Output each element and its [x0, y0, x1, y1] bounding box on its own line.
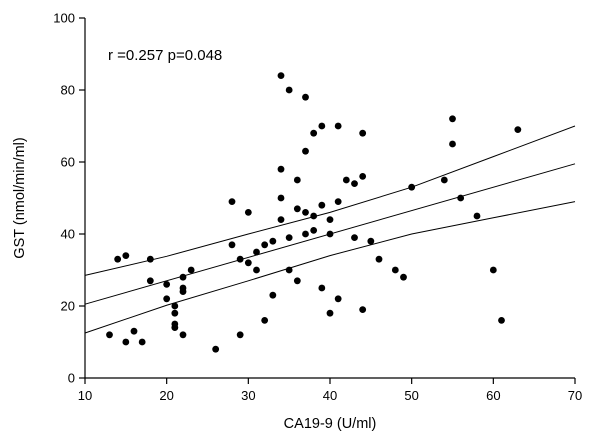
data-point: [302, 147, 309, 155]
data-point: [146, 277, 154, 285]
axes-layer: 10 20 30 40 50 60 70 0 20 40 60 80 100: [53, 11, 582, 404]
data-point: [171, 324, 179, 331]
data-point: [236, 331, 244, 339]
data-point: [342, 176, 350, 184]
data-point: [179, 331, 187, 339]
x-tick-label: 20: [159, 388, 173, 403]
data-point: [253, 266, 260, 274]
y-tick-label: 40: [61, 227, 75, 242]
data-point: [326, 216, 334, 224]
data-point: [171, 309, 179, 317]
x-axis-title: CA19-9 (U/ml): [284, 416, 377, 432]
data-point: [351, 180, 358, 188]
regression-lines-layer: [84, 125, 576, 334]
data-point: [318, 122, 326, 130]
data-point: [285, 234, 293, 242]
data-point: [106, 331, 113, 339]
data-point: [359, 173, 367, 180]
data-point: [293, 205, 301, 213]
x-tick-label: 10: [78, 388, 92, 403]
confidence-upper-line: [84, 125, 576, 276]
data-point: [449, 115, 456, 123]
data-point: [285, 86, 293, 94]
y-tick-label: 0: [68, 371, 75, 386]
data-point: [326, 230, 334, 238]
data-point: [244, 259, 252, 267]
data-point: [302, 93, 309, 101]
data-point: [122, 252, 130, 259]
data-point: [334, 122, 342, 130]
data-point: [400, 273, 407, 281]
data-point: [514, 126, 522, 133]
data-point: [179, 273, 187, 281]
data-point: [138, 338, 146, 346]
data-point: [171, 302, 179, 310]
data-point: [457, 194, 465, 202]
data-point: [351, 234, 358, 242]
data-point: [269, 291, 277, 299]
data-point: [489, 266, 497, 274]
scatter-points-layer: [106, 72, 522, 353]
data-point: [277, 194, 285, 202]
data-point: [375, 255, 383, 263]
data-point: [261, 317, 269, 324]
data-point: [122, 338, 130, 346]
x-tick-label: 70: [568, 388, 582, 403]
data-point: [212, 345, 220, 353]
data-point: [408, 183, 416, 191]
data-point: [277, 216, 285, 224]
y-tick-label: 100: [53, 11, 75, 26]
data-point: [187, 266, 195, 274]
data-point: [473, 212, 481, 220]
data-point: [277, 165, 285, 173]
data-point: [302, 209, 309, 216]
correlation-annotation: r =0.257 p=0.048: [108, 47, 222, 64]
data-point: [449, 140, 456, 148]
data-point: [253, 248, 260, 256]
data-point: [367, 237, 375, 245]
data-point: [326, 309, 334, 317]
y-tick-label: 80: [61, 83, 75, 98]
y-tick-label: 20: [61, 299, 75, 314]
data-point: [302, 230, 309, 238]
data-point: [310, 212, 318, 220]
data-point: [277, 72, 285, 79]
data-point: [498, 317, 505, 324]
data-point: [163, 281, 171, 288]
data-point: [318, 201, 326, 209]
data-point: [261, 241, 269, 249]
data-point: [269, 237, 277, 245]
x-tick-label: 60: [486, 388, 500, 403]
y-tick-label: 60: [61, 155, 75, 170]
x-tick-label: 40: [323, 388, 337, 403]
confidence-lower-line: [84, 201, 576, 334]
data-point: [179, 288, 187, 295]
y-axis-title: GST (nmol/min/ml): [12, 137, 28, 258]
data-point: [130, 327, 138, 335]
data-point: [359, 306, 367, 313]
data-point: [310, 129, 318, 137]
data-point: [334, 295, 342, 303]
data-point: [293, 176, 301, 184]
data-point: [293, 277, 301, 285]
data-point: [440, 176, 448, 184]
data-point: [334, 198, 342, 206]
data-point: [359, 129, 367, 137]
data-point: [285, 266, 293, 274]
data-point: [114, 255, 122, 263]
data-point: [318, 284, 326, 292]
data-point: [163, 295, 171, 303]
x-tick-label: 50: [404, 388, 418, 403]
data-point: [244, 209, 252, 216]
data-point: [146, 255, 154, 263]
data-point: [228, 241, 236, 249]
data-point: [236, 255, 244, 263]
x-tick-label: 30: [241, 388, 255, 403]
data-point: [310, 227, 318, 234]
data-point: [228, 198, 236, 206]
data-point: [391, 266, 399, 274]
